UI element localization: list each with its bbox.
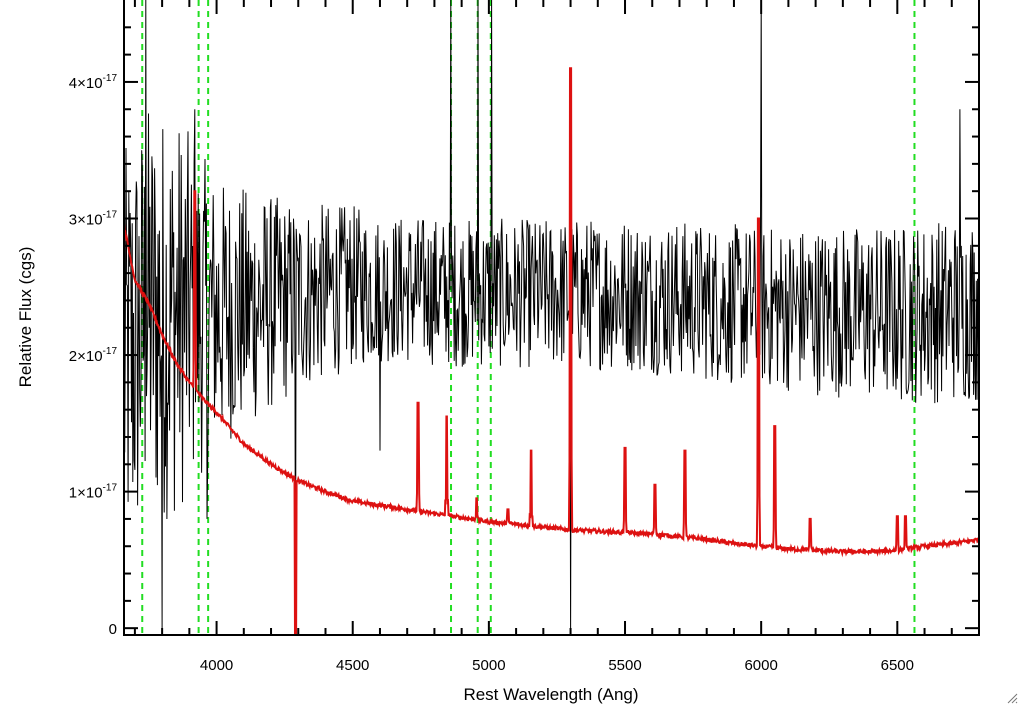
x-tick-label: 4000	[200, 657, 233, 674]
x-tick-label: 6500	[881, 657, 914, 674]
x-tick-label: 5500	[608, 657, 641, 674]
resize-grip-icon[interactable]	[1006, 692, 1018, 704]
x-tick-label: 4500	[336, 657, 369, 674]
y-tick-labels: 0 1×10-17 2×10-17 3×10-17 4×10-17	[69, 73, 118, 638]
y-tick-label: 0	[109, 621, 117, 638]
axis-ticks	[124, 0, 980, 635]
y-tick-label: 2×10-17	[69, 346, 118, 365]
x-tick-labels: 4000 4500 5000 5500 6000 6500	[200, 657, 914, 674]
y-axis-title: Relative Flux (cgs)	[16, 247, 35, 388]
x-tick-label: 6000	[744, 657, 777, 674]
emission-line-markers	[141, 0, 916, 635]
series-model-spectrum	[124, 67, 979, 635]
spectrum-series	[124, 0, 979, 635]
y-tick-label: 3×10-17	[69, 209, 118, 228]
x-tick-label: 5000	[472, 657, 505, 674]
plot-frame	[123, 0, 980, 636]
y-tick-label: 1×10-17	[69, 483, 118, 502]
series-observed-spectrum	[124, 0, 979, 635]
x-axis-title: Rest Wavelength (Ang)	[463, 685, 638, 704]
y-tick-label: 4×10-17	[69, 73, 118, 92]
